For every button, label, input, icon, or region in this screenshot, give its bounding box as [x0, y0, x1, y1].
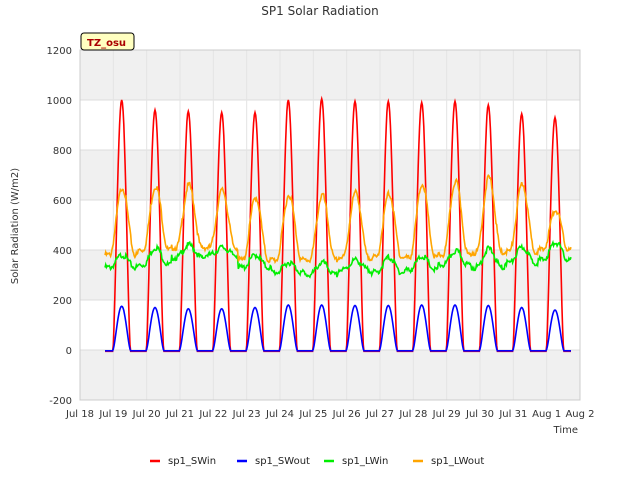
series-line-sp1_LWout: [104, 174, 572, 265]
legend: sp1_SWin sp1_SWout sp1_LWin sp1_LWout: [150, 456, 484, 467]
x-tick-label: Jul 31: [498, 409, 527, 420]
x-tick-label: Aug 1: [532, 409, 561, 420]
x-tick-label: Jul 22: [198, 409, 227, 420]
x-tick-label: Jul 25: [298, 409, 327, 420]
x-tick-label: Jul 28: [398, 409, 427, 420]
x-tick-label: Jul 21: [165, 409, 194, 420]
y-axis-title: Solar Radiation (W/m2): [10, 168, 21, 284]
legend-label: sp1_LWin: [342, 456, 388, 467]
legend-item-sp1_SWin: sp1_SWin: [150, 456, 216, 467]
series-line-sp1_LWin: [104, 239, 572, 279]
y-tick-label: 800: [53, 146, 72, 157]
y-axis-ticks: -200 0 200 400 600 800 1000 1200: [47, 46, 72, 407]
x-tick-label: Jul 19: [98, 409, 127, 420]
x-tick-label: Jul 27: [365, 409, 394, 420]
site-label-box: TZ_osu: [80, 32, 135, 51]
grid-band: [80, 250, 580, 300]
plot-area: [79, 49, 581, 401]
x-tick-label: Jul 20: [132, 409, 161, 420]
y-tick-label: 600: [53, 196, 72, 207]
x-tick-label: Jul 24: [265, 409, 294, 420]
x-tick-label: Jul 18: [65, 409, 94, 420]
x-tick-label: Jul 29: [432, 409, 461, 420]
x-tick-label: Jul 26: [332, 409, 361, 420]
legend-item-sp1_LWout: sp1_LWout: [413, 456, 484, 467]
legend-label: sp1_SWout: [255, 456, 310, 467]
x-axis-title: Time: [553, 425, 578, 436]
grid-bands: [80, 50, 580, 400]
y-tick-label: 1200: [47, 46, 72, 57]
chart-title: SP1 Solar Radiation: [261, 4, 378, 18]
grid-band: [80, 50, 580, 100]
y-tick-label: -200: [49, 396, 72, 407]
legend-label: sp1_LWout: [431, 456, 484, 467]
x-axis-ticks: Jul 18 Jul 19 Jul 20 Jul 21 Jul 22 Jul 23 Jul …: [65, 409, 595, 420]
series-line-sp1_SWout: [105, 304, 571, 352]
grid-band: [80, 350, 580, 400]
series-lines: [104, 95, 572, 353]
y-tick-label: 1000: [47, 96, 72, 107]
legend-item-sp1_LWin: sp1_LWin: [324, 456, 388, 467]
site-label: TZ_osu: [87, 38, 126, 49]
x-tick-label: Jul 23: [232, 409, 261, 420]
x-tick-label: Jul 30: [465, 409, 494, 420]
legend-label: sp1_SWin: [168, 456, 216, 467]
grid-band: [80, 150, 580, 200]
legend-item-sp1_SWout: sp1_SWout: [237, 456, 310, 467]
y-tick-label: 0: [66, 346, 72, 357]
y-tick-label: 400: [53, 246, 72, 257]
y-tick-label: 200: [53, 296, 72, 307]
x-tick-label: Aug 2: [565, 409, 594, 420]
